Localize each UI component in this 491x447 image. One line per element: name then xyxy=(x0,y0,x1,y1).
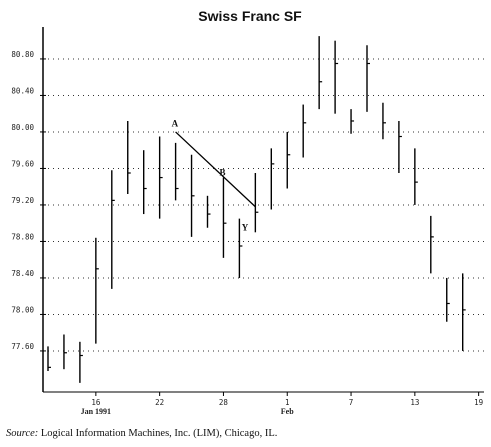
x-tick-labels: 16 22 28 1 7 13 19 Jan 1991 Feb xyxy=(81,398,484,416)
x-tick-label: 1 xyxy=(285,398,290,407)
y-tick-label: 78.80 xyxy=(11,232,34,241)
y-tick-labels: 80.80 80.40 80.00 79.60 79.20 78.80 78.40 78.00… xyxy=(11,50,34,351)
point-label: B xyxy=(219,168,225,178)
point-label: Y xyxy=(242,222,249,232)
y-tick-label: 79.60 xyxy=(11,159,34,168)
y-tick-label: 79.20 xyxy=(11,196,34,205)
x-tick-label: 19 xyxy=(474,398,483,407)
month-label: Feb xyxy=(281,407,294,416)
x-tick-label: 16 xyxy=(91,398,101,407)
trendline xyxy=(175,131,256,208)
x-tick-label: 7 xyxy=(349,398,354,407)
source-prefix: Source: xyxy=(6,428,39,439)
trend-annotations: A B Y xyxy=(172,118,256,232)
y-tick-label: 80.40 xyxy=(11,86,34,95)
month-label: Jan 1991 xyxy=(81,407,111,416)
y-tick-label: 77.60 xyxy=(11,342,34,351)
source-text: Logical Information Machines, Inc. (LIM)… xyxy=(40,428,278,439)
grid-lines xyxy=(40,58,484,396)
chart-title: Swiss Franc SF xyxy=(198,8,302,24)
x-tick-label: 22 xyxy=(155,398,164,407)
point-label: A xyxy=(172,118,179,128)
x-tick-label: 28 xyxy=(219,398,229,407)
source-note: Source: Logical Information Machines, In… xyxy=(6,428,277,439)
x-tick-label: 13 xyxy=(410,398,419,407)
y-tick-label: 78.40 xyxy=(11,269,34,278)
y-tick-label: 78.00 xyxy=(11,305,34,314)
y-tick-label: 80.00 xyxy=(11,123,34,132)
price-bars xyxy=(47,36,466,383)
y-tick-label: 80.80 xyxy=(11,50,34,59)
